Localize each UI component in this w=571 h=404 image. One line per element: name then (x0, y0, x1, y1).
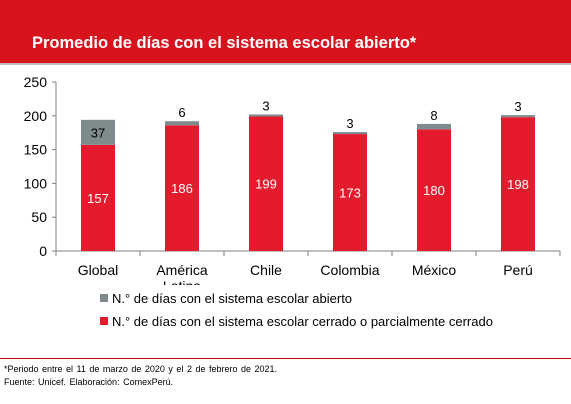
data-label-open: 6 (178, 105, 185, 120)
bar-open (333, 132, 367, 135)
bar-open (249, 114, 283, 117)
footnote-period: *Periodo entre el 11 de marzo de 2020 y … (4, 364, 278, 374)
legend-swatch-closed (100, 317, 108, 325)
bar-closed (249, 116, 283, 251)
legend-label-closed: N.° de días con el sistema escolar cerra… (112, 314, 493, 329)
data-label-open: 37 (91, 125, 105, 140)
x-category-label: Latina (163, 278, 201, 285)
bar-closed (501, 117, 535, 251)
legend-swatch-open (100, 294, 108, 302)
data-label-closed: 199 (255, 177, 277, 192)
bar-open (81, 119, 115, 145)
bar-closed (165, 125, 199, 251)
data-label-closed: 173 (339, 186, 361, 201)
bar-open (501, 115, 535, 118)
y-tick-label: 50 (31, 209, 47, 225)
footnote-source: Fuente: Unicef. Elaboración: ComexPerú. (4, 377, 174, 387)
bar-closed (81, 144, 115, 251)
y-tick-label: 150 (24, 142, 48, 158)
data-label-open: 8 (430, 108, 437, 123)
bar-open (165, 121, 199, 126)
data-label-closed: 157 (87, 191, 109, 206)
footer-divider (0, 358, 571, 359)
header-divider (0, 63, 571, 65)
y-tick-label: 200 (24, 108, 48, 124)
legend-item-open: N.° de días con el sistema escolar abier… (100, 291, 352, 306)
y-tick-label: 100 (24, 175, 48, 191)
bar-closed (417, 129, 451, 251)
x-category-label: México (412, 262, 457, 278)
legend-label-open: N.° de días con el sistema escolar abier… (112, 291, 353, 306)
data-label-closed: 186 (171, 181, 193, 196)
x-category-label: América (156, 262, 208, 278)
x-category-label: Chile (250, 262, 282, 278)
data-label-open: 3 (514, 99, 521, 114)
stacked-bar-chart: 0 50 100 150 200 250 157 37 Global 186 6 AméricaLat… (24, 74, 561, 285)
x-category-label: Global (78, 262, 118, 278)
data-label-closed: 180 (423, 183, 445, 198)
data-label-closed: 198 (507, 177, 529, 192)
x-category-label: Colombia (320, 262, 379, 278)
y-tick-label: 0 (39, 243, 47, 259)
data-label-open: 3 (262, 98, 269, 113)
chart-title: Promedio de días con el sistema escolar … (32, 34, 417, 52)
data-label-open: 3 (346, 116, 353, 131)
chart-header: Promedio de días con el sistema escolar … (0, 0, 571, 63)
bar-open (417, 123, 451, 130)
bar-closed (333, 134, 367, 251)
legend-item-closed: N.° de días con el sistema escolar cerra… (100, 314, 493, 329)
y-tick-label: 250 (24, 74, 48, 90)
x-category-label: Perú (503, 262, 533, 278)
